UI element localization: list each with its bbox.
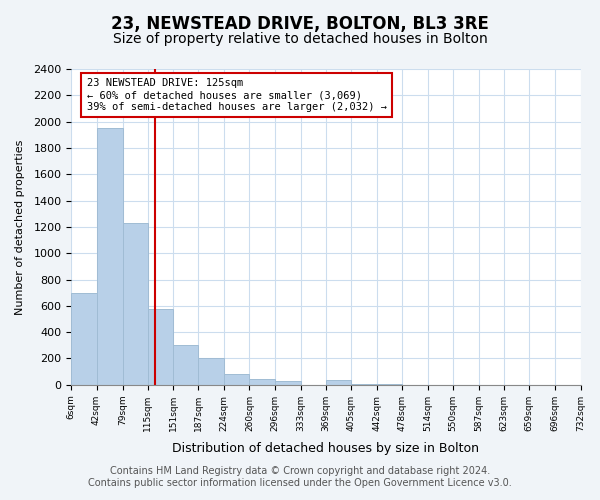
Text: 23 NEWSTEAD DRIVE: 125sqm
← 60% of detached houses are smaller (3,069)
39% of se: 23 NEWSTEAD DRIVE: 125sqm ← 60% of detac…: [86, 78, 386, 112]
X-axis label: Distribution of detached houses by size in Bolton: Distribution of detached houses by size …: [172, 442, 479, 455]
Bar: [326, 380, 351, 385]
Bar: [122, 223, 148, 385]
Bar: [97, 128, 122, 385]
Bar: [377, 384, 403, 385]
Text: 23, NEWSTEAD DRIVE, BOLTON, BL3 3RE: 23, NEWSTEAD DRIVE, BOLTON, BL3 3RE: [111, 15, 489, 33]
Bar: [250, 379, 275, 385]
Y-axis label: Number of detached properties: Number of detached properties: [15, 139, 25, 314]
Bar: [173, 346, 198, 385]
Bar: [224, 374, 250, 385]
Bar: [148, 309, 173, 385]
Bar: [275, 381, 301, 385]
Bar: [71, 292, 97, 385]
Text: Contains HM Land Registry data © Crown copyright and database right 2024.
Contai: Contains HM Land Registry data © Crown c…: [88, 466, 512, 487]
Text: Size of property relative to detached houses in Bolton: Size of property relative to detached ho…: [113, 32, 487, 46]
Bar: [198, 358, 224, 385]
Bar: [351, 384, 377, 385]
